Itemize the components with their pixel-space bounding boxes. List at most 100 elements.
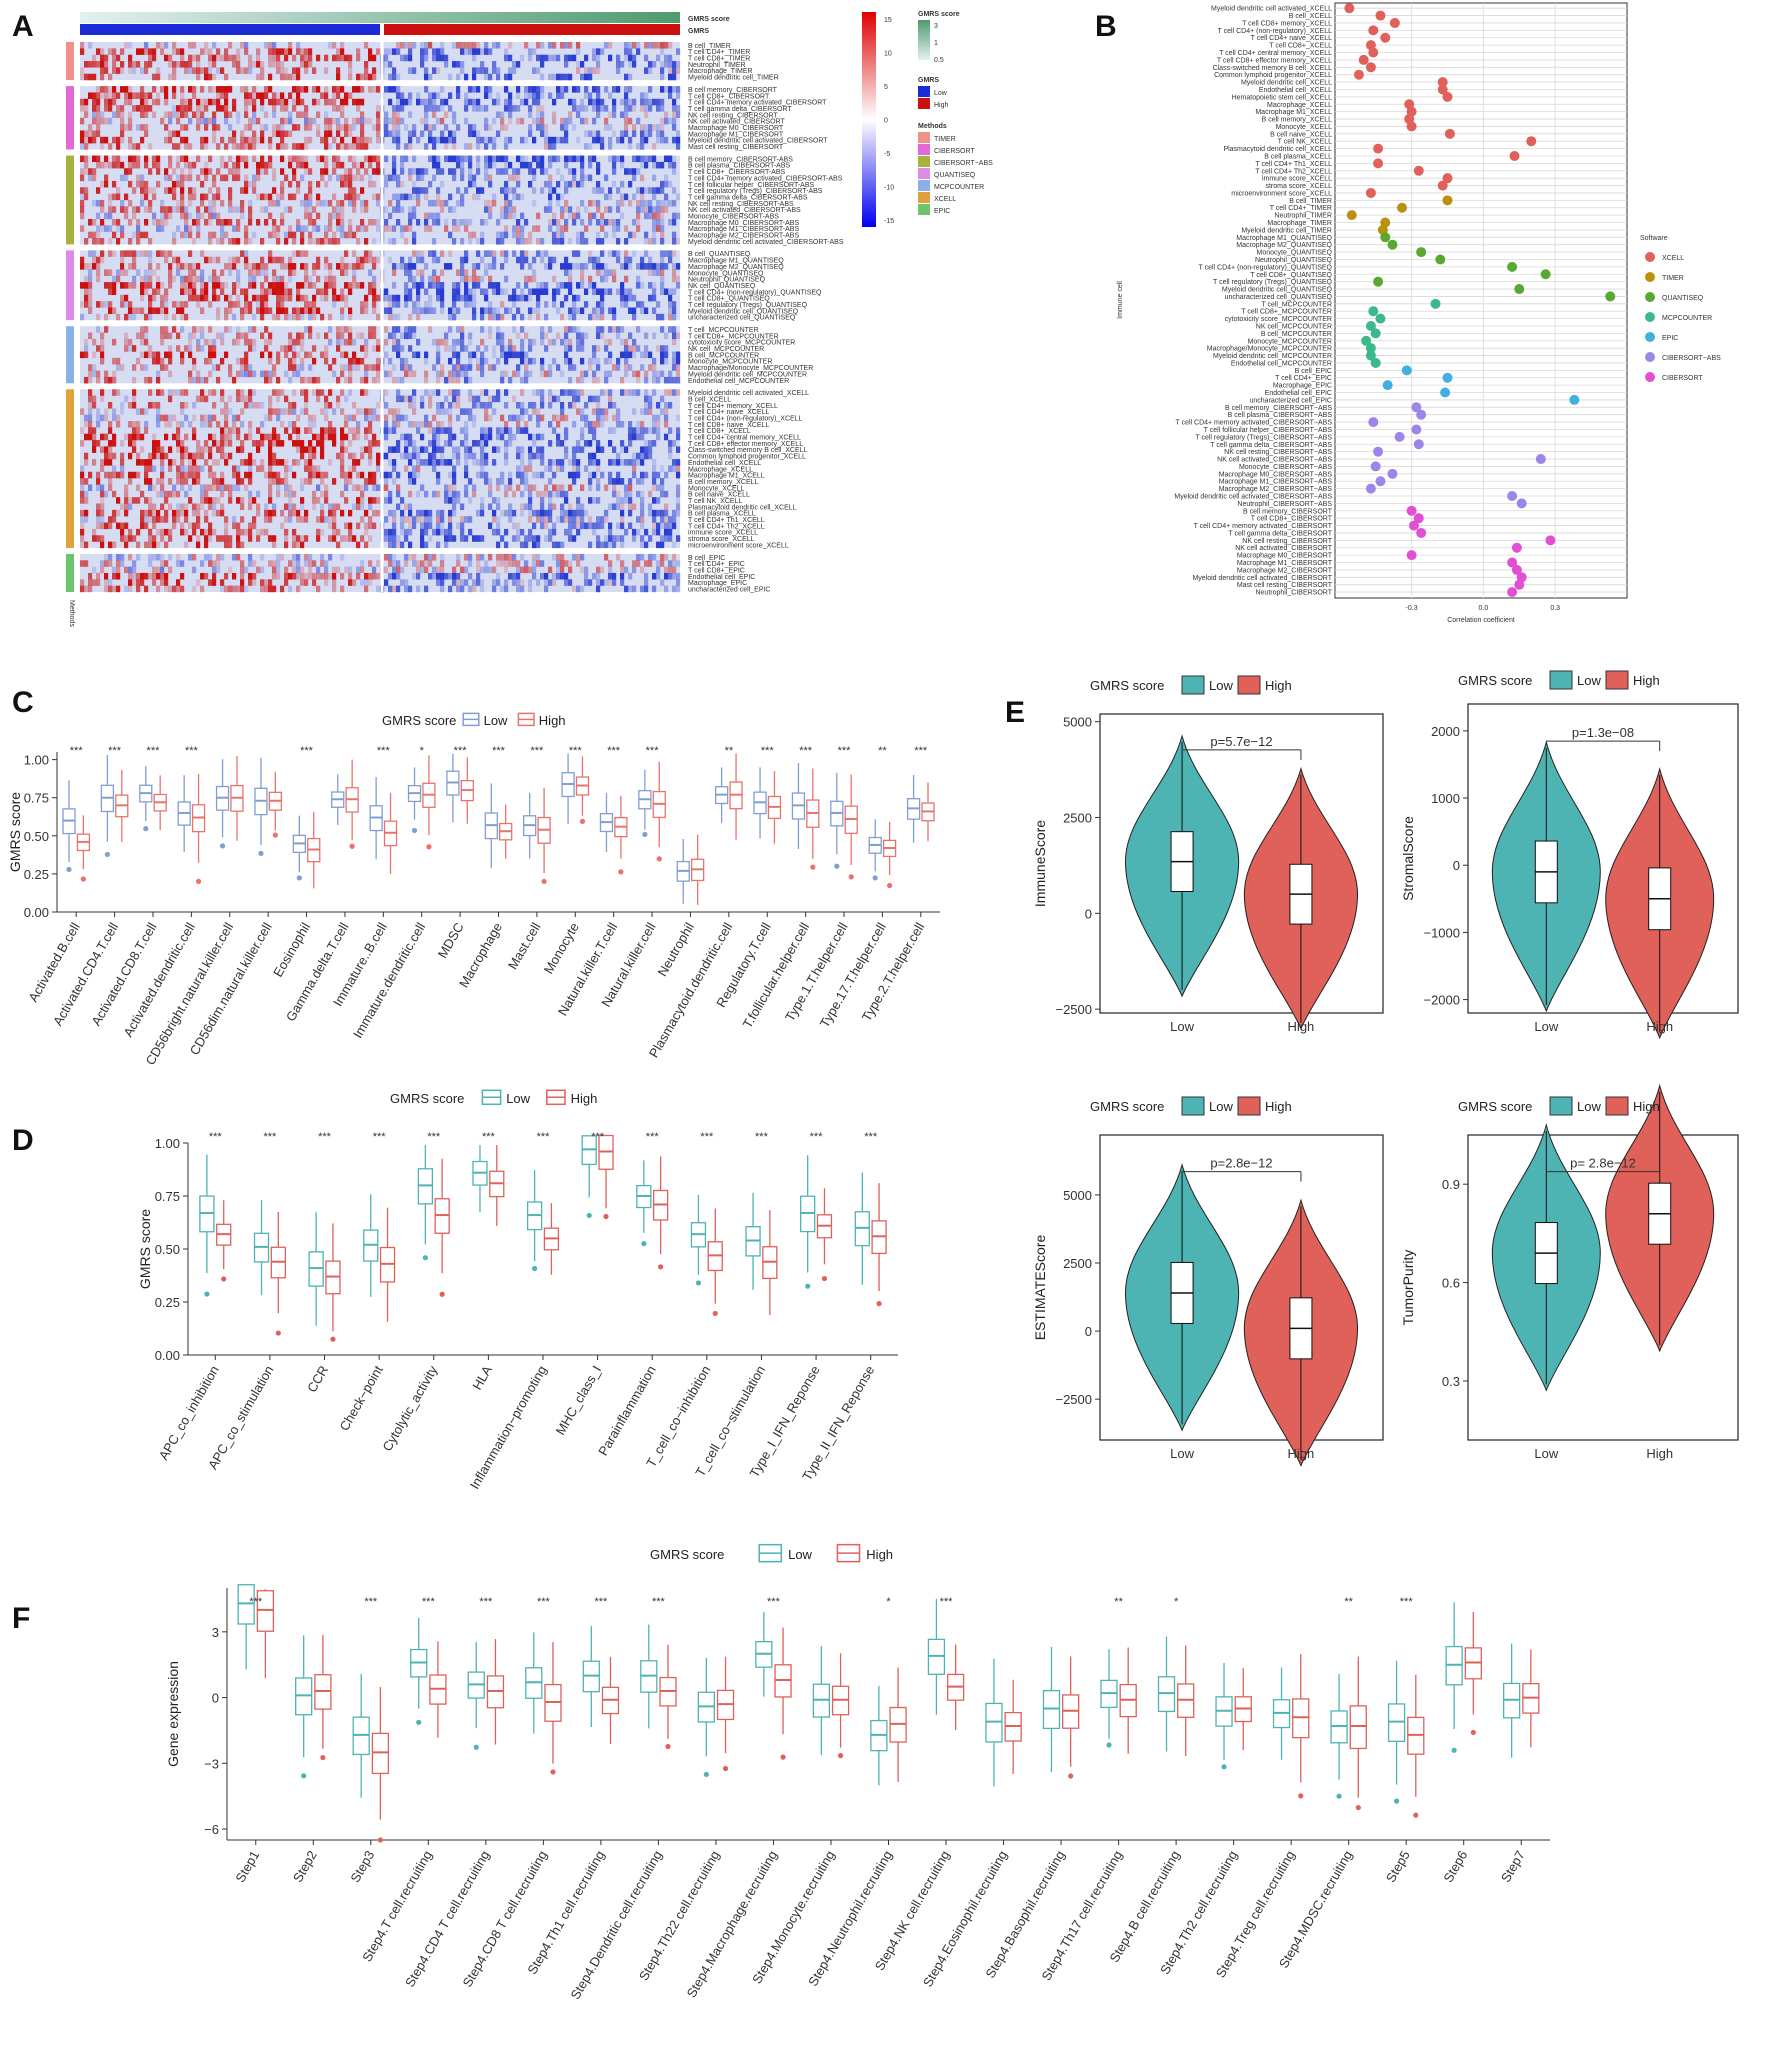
heat-cell [364,408,369,415]
heat-cell [436,67,441,74]
heat-cell [184,67,189,74]
heat-cell [592,105,597,112]
heat-cell [436,408,441,415]
heat-cell [628,42,633,49]
heat-cell [188,67,193,74]
heat-cell [264,124,269,131]
heat-cell [192,67,197,74]
heat-cell [592,130,597,138]
heat-cell [644,446,649,453]
heat-cell [320,313,325,321]
heat-cell [396,117,401,125]
heat-cell [188,231,193,239]
heat-cell [472,275,477,283]
heat-cell [224,105,229,112]
heat-cell [300,338,305,346]
heat-cell [384,294,389,302]
heat-cell [480,364,485,371]
heat-cell [616,187,621,194]
heat-cell [484,307,489,315]
heat-cell [464,218,469,226]
heat-cell [268,212,273,220]
heat-cell [256,61,261,68]
heat-cell [256,446,261,453]
heat-cell [476,105,481,112]
heat-cell [168,357,173,365]
heat-cell [236,117,241,125]
heat-cell [292,313,297,321]
heat-cell [632,345,637,352]
heat-cell [300,484,305,492]
heat-cell [456,282,461,289]
heat-cell [404,238,409,245]
heat-cell [88,427,93,434]
heat-cell [180,465,185,472]
heat-cell [448,459,453,466]
heat-cell [440,48,445,55]
heat-cell [332,98,337,106]
heat-cell [140,111,145,119]
heat-cell [464,275,469,283]
heat-cell [320,389,325,396]
heat-cell [412,370,417,378]
heat-cell [584,421,589,428]
heat-cell [284,503,289,511]
heat-cell [260,370,265,378]
heat-cell [196,212,201,220]
heat-cell [580,180,585,188]
heat-cell [484,269,489,276]
heat-cell [560,136,565,144]
heat-cell [200,117,205,125]
heat-cell [128,433,133,441]
heat-cell [452,111,457,119]
heat-cell [396,313,401,321]
heat-cell [648,408,653,415]
heat-cell [616,503,621,511]
heat-cell [224,294,229,302]
heat-cell [324,86,329,93]
heat-cell [88,218,93,226]
heat-cell [296,111,301,119]
heat-cell [176,155,181,163]
heat-cell [372,238,377,245]
heat-cell [448,136,453,144]
heat-cell [356,105,361,112]
heat-cell [448,130,453,138]
heat-cell [496,307,501,315]
heat-cell [308,206,313,213]
heat-cell [508,503,513,511]
heat-cell [368,364,373,371]
heat-cell [396,263,401,270]
heat-cell [112,288,117,295]
heat-cell [180,168,185,175]
heat-cell [524,370,529,378]
heat-cell [284,73,289,81]
heat-cell [660,67,665,74]
heat-cell [104,301,109,308]
heat-cell [84,294,89,302]
heat-cell [440,180,445,188]
heat-cell [300,313,305,321]
heat-cell [552,294,557,302]
heat-cell [672,136,677,144]
heat-cell [148,307,153,315]
heat-cell [416,421,421,428]
heat-cell [652,484,657,492]
heat-cell [588,471,593,479]
heat-cell [268,161,273,169]
heatmap-row-label: T cell CD4+ memory_XCELL [688,403,778,410]
heat-cell [160,326,165,333]
heat-cell [628,256,633,264]
heat-cell [608,351,613,359]
heat-cell [156,357,161,365]
heat-cell [360,490,365,498]
heat-cell [572,155,577,163]
heatmap-row-label: B cell memory_CIBERSORT [688,87,778,94]
heat-cell [204,48,209,55]
heat-cell [312,98,317,106]
heat-cell [112,307,117,315]
heat-cell [260,130,265,138]
heat-cell [628,54,633,62]
heat-cell [448,509,453,517]
heat-cell [412,42,417,49]
